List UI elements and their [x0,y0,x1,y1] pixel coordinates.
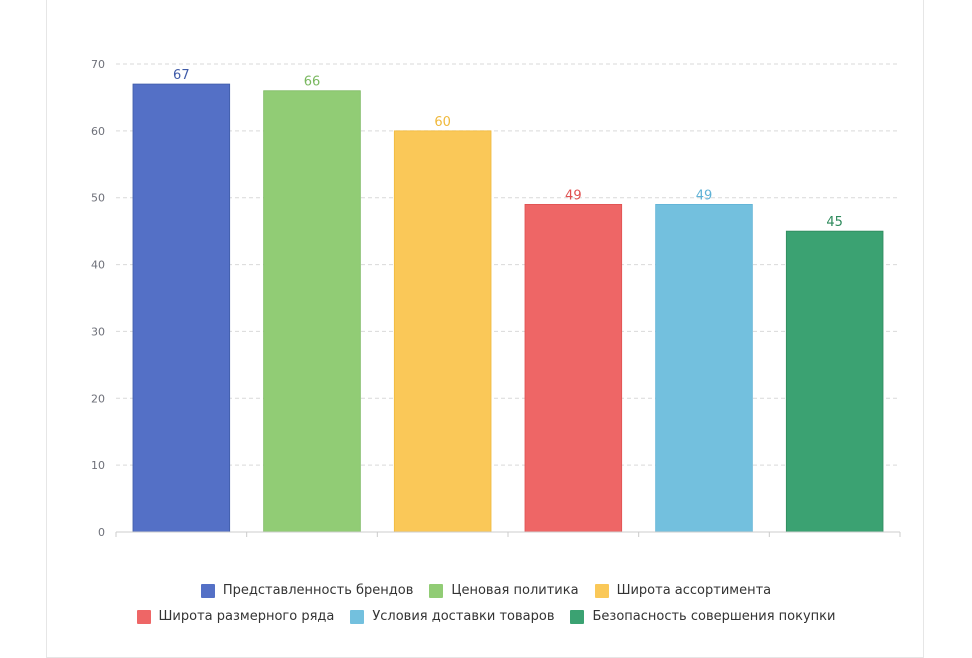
bar-value-label: 45 [826,215,843,230]
bar[interactable] [132,83,231,533]
bar[interactable] [785,230,884,533]
legend-label: Условия доставки товаров [372,609,555,624]
legend-label: Представленность брендов [222,583,414,598]
y-tick-label: 70 [91,58,105,71]
bar-value-label: 49 [565,188,582,203]
bar-value-label: 60 [434,115,451,130]
bar-value-label: 66 [304,75,321,90]
legend-label: Широта ассортимента [616,583,772,598]
bar-value-label: 67 [173,68,190,83]
legend-swatch [136,609,151,624]
legend-label: Широта размерного ряда [158,609,335,624]
legend-swatch [350,609,365,624]
y-tick-label: 60 [91,125,105,138]
y-tick-label: 40 [91,259,105,272]
legend-swatch [594,583,609,598]
legend-row-1: Представленность брендов Ценовая политик… [0,583,972,598]
legend-item-delivery[interactable]: Условия доставки товаров [350,609,554,624]
x-axis-ticks [115,532,901,537]
legend-label: Ценовая политика [451,583,579,598]
y-tick-label: 0 [98,526,105,539]
bar[interactable] [263,90,361,533]
data-labels: 67 66 60 49 49 45 [173,68,843,230]
legend-item-pricing[interactable]: Ценовая политика [429,583,579,598]
bar[interactable] [655,203,753,533]
bar[interactable] [393,130,492,533]
legend-row-2: Широта размерного ряда Условия доставки … [0,609,972,624]
bars [132,83,884,533]
y-tick-label: 10 [91,459,105,472]
bar-value-label: 49 [696,188,713,203]
y-tick-label: 30 [91,325,105,338]
legend-swatch [570,609,585,624]
legend-swatch [200,583,215,598]
y-tick-label: 50 [91,192,105,205]
bar[interactable] [524,203,623,533]
legend-item-assortment[interactable]: Широта ассортимента [594,583,772,598]
y-tick-label: 20 [91,392,105,405]
legend-item-size-range[interactable]: Широта размерного ряда [136,609,335,624]
grid-lines [116,63,900,466]
legend-swatch [429,583,444,598]
legend-item-brands[interactable]: Представленность брендов [200,583,414,598]
y-axis-ticks: 0 10 20 30 40 50 60 70 [91,58,105,539]
legend-item-security[interactable]: Безопасность совершения покупки [570,609,835,624]
legend-label: Безопасность совершения покупки [592,609,836,624]
